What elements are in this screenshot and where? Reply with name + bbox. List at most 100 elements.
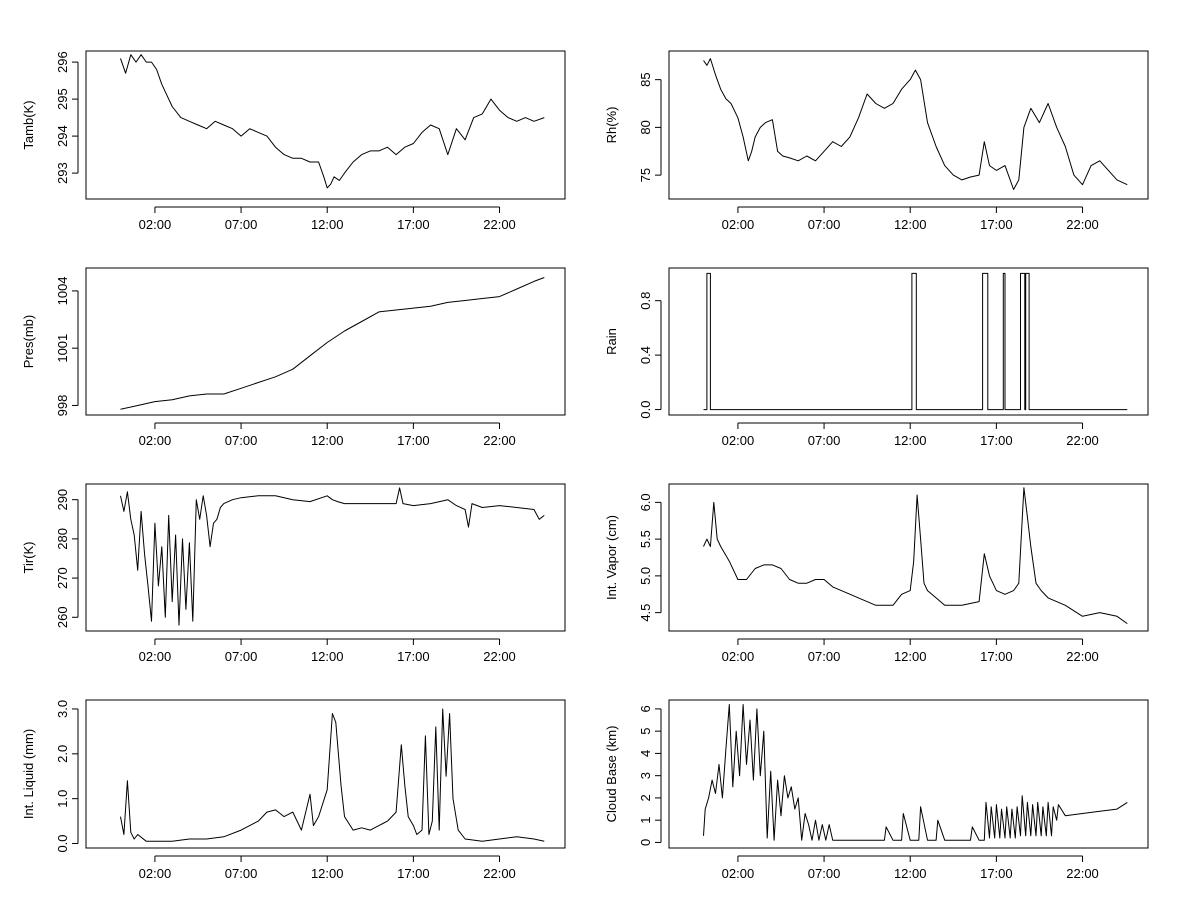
y-axis-label: Rh(%) [604, 107, 619, 144]
series-line [120, 487, 545, 626]
x-tick-label: 17:00 [980, 649, 1013, 664]
x-tick-label: 12:00 [311, 217, 344, 232]
x-tick-label: 07:00 [225, 217, 258, 232]
x-tick-label: 07:00 [808, 433, 841, 448]
y-axis-label: Cloud Base (km) [604, 726, 619, 823]
x-tick-label: 12:00 [894, 866, 927, 881]
chart-panel-3: 02:00 07:00 12:00 17:00 22:00 998 1001 1004 Pres… [21, 267, 566, 448]
y-tick-label: 1.0 [55, 790, 70, 808]
plot-frame [668, 50, 1149, 200]
x-tick-label: 12:00 [894, 433, 927, 448]
x-tick-label: 22:00 [483, 649, 516, 664]
plot-frame [85, 699, 566, 849]
series-line [703, 58, 1128, 190]
y-tick-label: 2.0 [55, 745, 70, 763]
y-tick-label: 75 [638, 168, 653, 182]
y-tick-label: 293 [55, 162, 70, 184]
x-tick-label: 07:00 [225, 866, 258, 881]
y-tick-label: 290 [55, 489, 70, 511]
x-tick-label: 12:00 [311, 866, 344, 881]
x-tick-label: 02:00 [722, 866, 755, 881]
series-line [120, 54, 545, 189]
y-tick-label: 2 [638, 794, 653, 801]
y-axis-label: Int. Liquid (mm) [21, 729, 36, 819]
y-tick-label: 0 [638, 839, 653, 846]
y-tick-label: 0.4 [638, 346, 653, 364]
y-tick-label: 80 [638, 120, 653, 134]
y-tick-label: 270 [55, 567, 70, 589]
x-tick-label: 22:00 [483, 217, 516, 232]
y-tick-label: 0.0 [55, 834, 70, 852]
x-tick-label: 17:00 [980, 866, 1013, 881]
y-tick-label: 1 [638, 817, 653, 824]
x-tick-label: 17:00 [397, 217, 430, 232]
x-tick-label: 02:00 [139, 866, 172, 881]
y-tick-label: 6 [638, 705, 653, 712]
y-tick-label: 85 [638, 72, 653, 86]
chart-panel-2: 02:00 07:00 12:00 17:00 22:00 75 80 85 Rh(%) [604, 50, 1149, 232]
y-axis-label: Tamb(K) [21, 100, 36, 149]
x-tick-label: 02:00 [722, 217, 755, 232]
y-tick-label: 4.5 [638, 604, 653, 622]
x-tick-label: 12:00 [311, 433, 344, 448]
x-tick-label: 22:00 [1066, 649, 1099, 664]
x-tick-label: 02:00 [139, 433, 172, 448]
x-tick-label: 22:00 [483, 433, 516, 448]
x-tick-label: 02:00 [722, 649, 755, 664]
y-tick-label: 998 [55, 395, 70, 417]
x-tick-label: 02:00 [722, 433, 755, 448]
plot-frame [668, 699, 1149, 849]
x-tick-label: 02:00 [139, 217, 172, 232]
y-tick-label: 3.0 [55, 700, 70, 718]
plot-frame [668, 483, 1149, 632]
y-axis-label: Rain [604, 328, 619, 355]
x-tick-label: 22:00 [1066, 866, 1099, 881]
series-line [120, 277, 545, 410]
y-tick-label: 296 [55, 51, 70, 73]
y-tick-label: 6.0 [638, 493, 653, 511]
y-tick-label: 0.0 [638, 401, 653, 419]
y-tick-label: 1004 [55, 276, 70, 305]
y-tick-label: 280 [55, 528, 70, 550]
y-axis-label: Pres(mb) [21, 315, 36, 368]
series-line [703, 704, 1128, 841]
chart-panel-1: 02:00 07:00 12:00 17:00 22:00 293 294 295 296 Tam… [21, 50, 566, 232]
x-tick-label: 17:00 [397, 649, 430, 664]
x-tick-label: 22:00 [483, 866, 516, 881]
x-tick-label: 07:00 [808, 866, 841, 881]
plot-frame [85, 483, 566, 632]
x-tick-label: 07:00 [808, 649, 841, 664]
chart-panel-7: 02:00 07:00 12:00 17:00 22:00 0.0 1.0 2.0 3.0 Int… [21, 699, 566, 881]
y-tick-label: 5 [638, 728, 653, 735]
y-tick-label: 295 [55, 88, 70, 110]
x-tick-label: 17:00 [397, 433, 430, 448]
x-tick-label: 12:00 [894, 217, 927, 232]
y-tick-label: 3 [638, 772, 653, 779]
y-tick-label: 294 [55, 125, 70, 147]
chart-panel-4: 02:00 07:00 12:00 17:00 22:00 0.0 0.4 0.8 Rain [604, 267, 1149, 448]
chart-panel-5: 02:00 07:00 12:00 17:00 22:00 260 270 280 290 Tir… [21, 483, 566, 664]
chart-panel-6: 02:00 07:00 12:00 17:00 22:00 4.5 5.0 5.5 6.0 Int… [604, 483, 1149, 664]
y-tick-label: 4 [638, 750, 653, 757]
x-tick-label: 07:00 [808, 217, 841, 232]
x-tick-label: 07:00 [225, 433, 258, 448]
chart-panel-8: 02:00 07:00 12:00 17:00 22:00 0 1 2 3 4 5 6 Cloud Ba… [604, 699, 1149, 881]
x-tick-label: 12:00 [311, 649, 344, 664]
plot-frame [668, 267, 1149, 416]
plot-frame [85, 267, 566, 416]
x-tick-label: 22:00 [1066, 433, 1099, 448]
y-tick-label: 1001 [55, 334, 70, 363]
plot-frame [85, 50, 566, 200]
x-tick-label: 17:00 [980, 433, 1013, 448]
x-tick-label: 17:00 [397, 866, 430, 881]
series-line [703, 487, 1128, 625]
series-line [120, 708, 545, 842]
y-tick-label: 260 [55, 606, 70, 628]
x-tick-label: 22:00 [1066, 217, 1099, 232]
x-tick-label: 02:00 [139, 649, 172, 664]
x-tick-label: 17:00 [980, 217, 1013, 232]
y-axis-label: Int. Vapor (cm) [604, 515, 619, 600]
y-tick-label: 5.0 [638, 567, 653, 585]
x-tick-label: 07:00 [225, 649, 258, 664]
